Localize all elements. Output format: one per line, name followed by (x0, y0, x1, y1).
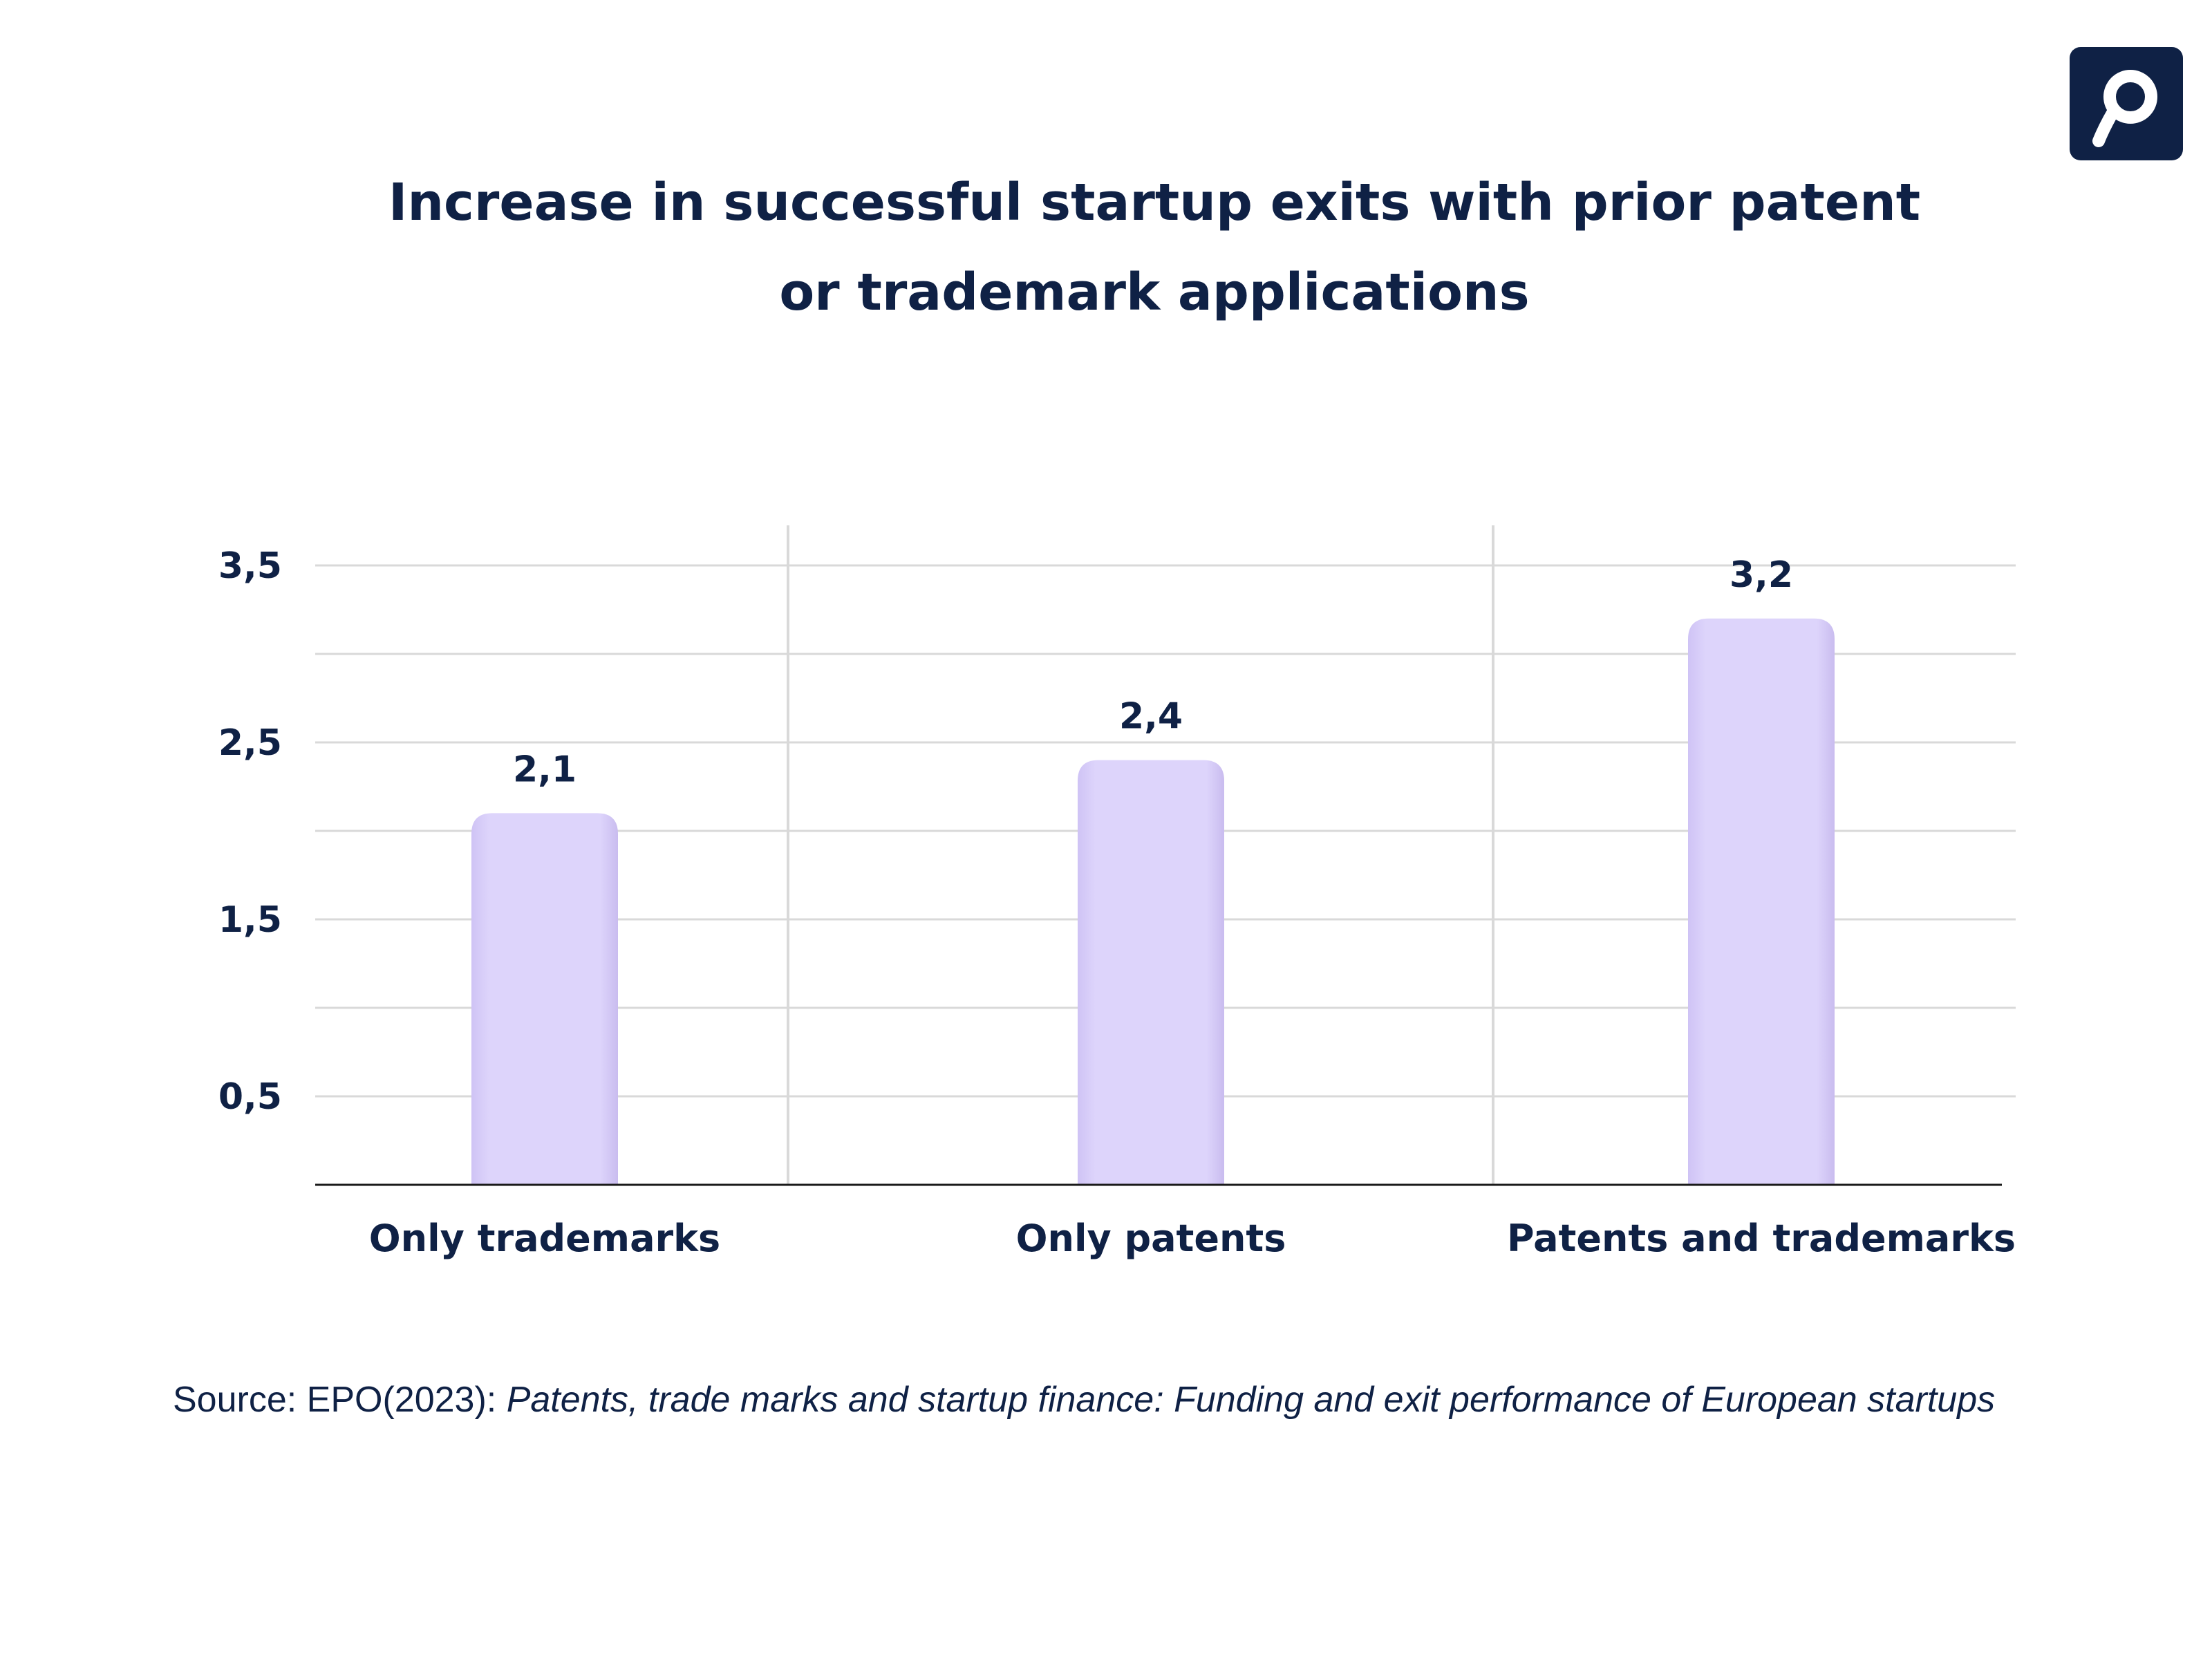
source-note: Source: EPO(2023): Patents, trade marks … (173, 1376, 2108, 1424)
y-tick-label: 0,5 (218, 1076, 282, 1118)
source-title: Patents, trade marks and startup finance… (506, 1380, 1996, 1420)
p-logo-icon (2092, 70, 2157, 147)
y-tick-label: 3,5 (218, 545, 282, 587)
category-label: Only patents (1016, 1217, 1286, 1260)
logo (2070, 47, 2183, 160)
source-prefix: Source: EPO(2023): (173, 1380, 507, 1420)
chart-title-line-2: or trademark applications (779, 263, 1530, 322)
y-tick-labels: 0,5 1,5 2,5 3,5 (218, 545, 282, 1118)
bar-1 (471, 813, 618, 1185)
value-label: 2,1 (513, 749, 577, 790)
category-label: Only trademarks (369, 1217, 720, 1260)
category-separators (787, 525, 1494, 1185)
value-label: 2,4 (1119, 696, 1183, 738)
bar-3 (1688, 618, 1835, 1185)
chart-title-line-1: Increase in successful startup exits wit… (388, 173, 1921, 232)
y-tick-label: 1,5 (218, 899, 282, 941)
y-tick-label: 2,5 (218, 722, 282, 764)
bars (471, 618, 1835, 1185)
category-labels: Only trademarks Only patents Patents and t… (369, 1217, 2016, 1260)
value-labels: 2,1 2,4 3,2 (513, 554, 1793, 791)
chart-title: Increase in successful startup exits wit… (276, 158, 2032, 337)
bar-2 (1078, 760, 1224, 1185)
value-label: 3,2 (1730, 554, 1793, 596)
category-label: Patents and trademarks (1507, 1217, 2016, 1260)
